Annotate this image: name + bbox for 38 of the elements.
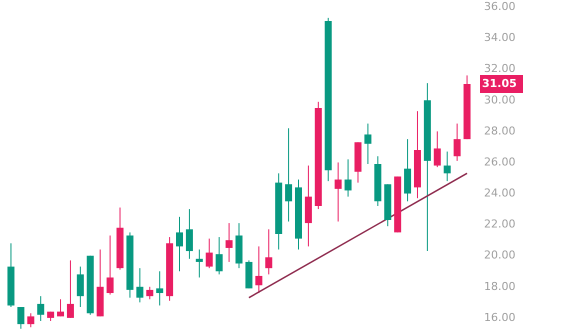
candlestick [66,260,74,318]
candlestick [344,158,352,198]
candlestick [206,238,213,269]
candlestick [106,235,114,296]
candlestick [17,306,24,330]
y-tick-label: 24.00 [484,186,516,200]
candlestick [444,151,451,182]
candlestick [196,249,203,278]
candlestick [176,216,184,272]
candlestick [255,246,262,294]
candlestick [76,266,84,308]
y-tick-label: 22.00 [484,218,516,231]
candlestick [285,128,292,222]
y-tick-label: 20.00 [484,248,516,262]
y-tick-label: 36.00 [484,0,516,13]
y-tick-label: 18.00 [484,280,516,293]
candlestick [47,311,54,322]
candlestick [364,123,372,164]
candlestick [136,268,144,303]
candlestick [186,208,193,260]
candlestick [454,123,461,162]
candlestick [146,286,154,300]
candlestick [37,296,44,322]
y-tick-label: 16.00 [484,310,516,324]
candlestick [216,236,223,275]
candlestick [226,222,233,262]
candlestick [434,130,441,168]
text: 31.05 [482,76,517,90]
candlestick [334,162,342,222]
y-tick-label: 28.00 [484,124,516,138]
y-tick-label: 26.00 [484,155,516,168]
y-tick-label: 34.00 [484,31,516,44]
candlestick [156,270,164,306]
candlestick [265,228,272,275]
candlestick [57,298,64,317]
y-tick-label: 32.00 [484,62,516,76]
candlestick [27,312,34,328]
y-tick-label: 30.00 [484,93,516,106]
